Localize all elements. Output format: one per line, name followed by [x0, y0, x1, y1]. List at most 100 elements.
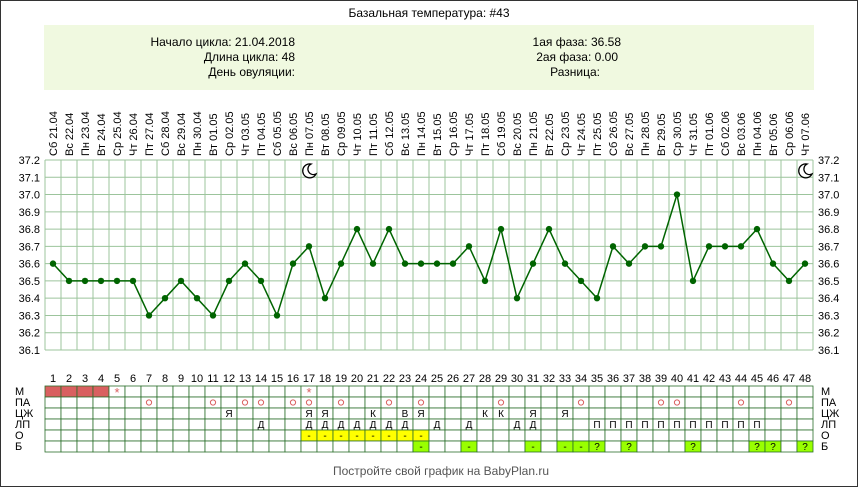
table-cell-text: ? [770, 442, 776, 453]
temperature-point [497, 225, 505, 233]
table-cell [204, 440, 222, 453]
table-cell [92, 385, 110, 398]
date-label: Сб 26.05 [608, 111, 620, 156]
table-cell [156, 429, 174, 442]
table-cell [140, 429, 158, 442]
table-cell [236, 418, 254, 431]
table-cell [556, 396, 574, 409]
table-cell [332, 396, 350, 409]
temperature-line [52, 194, 806, 318]
day-number: 41 [687, 373, 699, 385]
temperature-point [145, 312, 153, 319]
table-marker-circle [209, 399, 217, 406]
table-cell [732, 407, 750, 420]
table-cell [156, 418, 174, 431]
y-tick-label-right: 36.5 [818, 276, 839, 288]
date-label: Вс 27.05 [624, 113, 636, 156]
table-cell [508, 440, 526, 453]
day-number-labels: 1 2 3 4 5 6 7 8 9 10 11 12 13 14 15 16 17 18 19 20 21 22 23 24 2… [50, 373, 811, 385]
y-tick-label-left: 36.1 [19, 345, 40, 357]
table-cell [236, 429, 254, 442]
table-row-label-left: М [15, 386, 24, 398]
y-tick-label-right: 36.8 [818, 224, 839, 236]
temperature-point [113, 277, 121, 285]
table-row-label-left: О [15, 430, 24, 442]
y-tick-label-right: 36.7 [818, 241, 839, 253]
temperature-point [801, 260, 809, 267]
table-cell [396, 440, 414, 453]
table-cell [732, 440, 750, 453]
date-label: Чт 26.04 [128, 113, 140, 156]
table-cell [684, 407, 702, 420]
table-marker-circle [145, 399, 153, 406]
table-cell [732, 385, 750, 398]
footer-link[interactable]: Постройте свой график на BabyPlan.ru [333, 464, 549, 478]
table-row-label-right: О [821, 430, 830, 442]
table-cell-text: П [625, 420, 632, 431]
temperature-point [449, 260, 457, 267]
table-cell [284, 440, 302, 453]
table-cell [44, 429, 62, 442]
day-number: 15 [271, 373, 283, 385]
table-cell [716, 429, 734, 442]
table-cell [396, 385, 414, 398]
day-number: 33 [559, 373, 571, 385]
temperature-point [625, 260, 633, 267]
table-cell [748, 429, 766, 442]
date-label: Чт 17.05 [464, 113, 476, 156]
table-cell [684, 396, 702, 409]
table-cell [524, 385, 542, 398]
table-cell [764, 407, 782, 420]
table-cell [252, 396, 270, 409]
day-number: 6 [130, 373, 136, 385]
temperature-point [289, 260, 297, 267]
table-cell [556, 429, 574, 442]
table-cell [428, 440, 446, 453]
table-cell [684, 385, 702, 398]
table-cell [620, 385, 638, 398]
table-cell [172, 440, 190, 453]
table-cell [700, 440, 718, 453]
date-label: Вт 08.05 [320, 113, 332, 156]
table-cell-text: П [641, 420, 648, 431]
table-cell [204, 385, 222, 398]
day-number: 4 [98, 373, 104, 385]
table-cell [572, 418, 590, 431]
table-cell [172, 418, 190, 431]
table-cell [236, 440, 254, 453]
table-cell-text: - [531, 442, 534, 453]
table-cell [60, 418, 78, 431]
day-number: 32 [543, 373, 555, 385]
chart-grid [44, 159, 814, 351]
day-number: 8 [162, 373, 168, 385]
y-tick-label-left: 36.6 [19, 259, 40, 271]
date-label: Сб 21.04 [48, 111, 60, 156]
table-cell [156, 396, 174, 409]
table-cell [540, 407, 558, 420]
table-cell [412, 396, 430, 409]
table-cell [124, 396, 142, 409]
table-marker-circle [737, 399, 745, 406]
temperature-point [273, 312, 281, 319]
temperature-point [225, 277, 233, 285]
table-cell [716, 440, 734, 453]
temperature-point [641, 243, 649, 250]
temperature-point [673, 191, 681, 198]
table-row-label-left: Б [15, 441, 22, 453]
table-cell-text: - [339, 431, 342, 442]
date-label: Пт 27.04 [144, 112, 156, 156]
date-label: Ср 02.05 [224, 111, 236, 156]
temperature-point [305, 243, 313, 250]
table-cell [748, 396, 766, 409]
table-cell [780, 418, 798, 431]
table-cell-text: Д [354, 420, 361, 431]
table-row-label-left: ЛП [15, 419, 30, 431]
y-tick-label-right: 36.6 [818, 259, 839, 271]
table-cell [332, 385, 350, 398]
table-cell [76, 429, 94, 442]
table-cell [636, 396, 654, 409]
date-label: Вт 15.05 [432, 113, 444, 156]
table-cell [332, 440, 350, 453]
y-tick-label-right: 36.3 [818, 310, 839, 322]
date-label: Пн 30.04 [192, 111, 204, 156]
